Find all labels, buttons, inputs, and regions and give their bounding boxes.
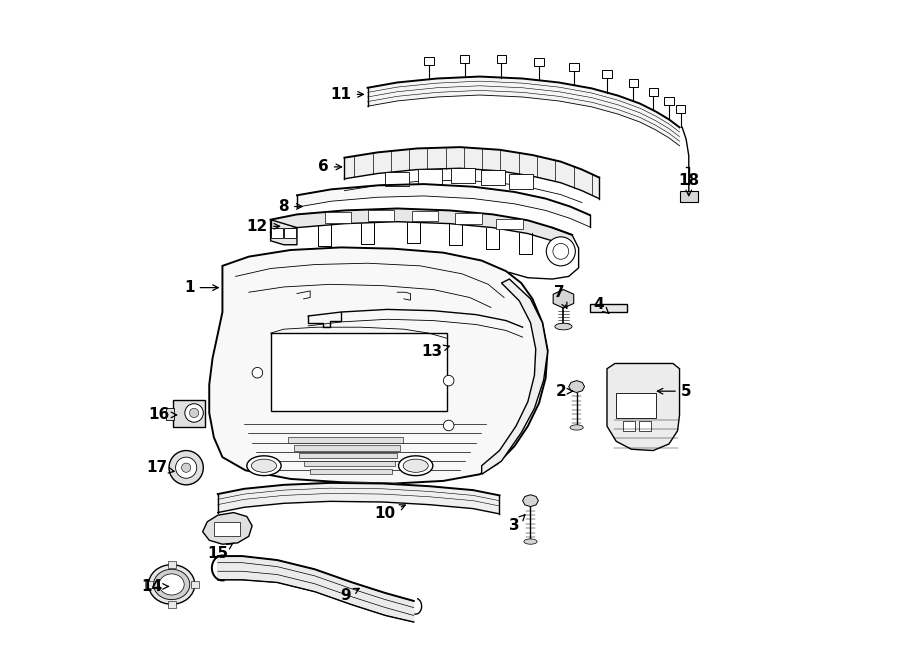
Bar [509, 175, 533, 189]
Text: 2: 2 [555, 383, 572, 399]
Text: 9: 9 [340, 588, 359, 603]
Polygon shape [482, 279, 547, 475]
Text: 14: 14 [141, 579, 168, 594]
Bar [299, 453, 397, 459]
Bar [310, 469, 392, 475]
Ellipse shape [251, 459, 276, 473]
Bar [304, 461, 394, 467]
Bar [367, 210, 394, 221]
Text: 11: 11 [330, 87, 364, 102]
Circle shape [252, 368, 263, 378]
Bar [284, 227, 296, 238]
Text: 8: 8 [278, 199, 302, 214]
Polygon shape [202, 512, 252, 544]
Bar [623, 421, 634, 431]
Bar [535, 58, 544, 66]
Bar [166, 408, 175, 420]
Polygon shape [218, 483, 500, 514]
Polygon shape [308, 309, 523, 337]
Bar [664, 97, 673, 105]
Bar [214, 522, 240, 536]
Bar [455, 214, 482, 224]
Bar [649, 88, 658, 96]
Bar [497, 55, 506, 63]
Bar [288, 438, 402, 443]
Circle shape [444, 375, 454, 386]
Bar [167, 601, 176, 607]
Bar [191, 581, 199, 588]
Bar [676, 105, 686, 113]
Bar [629, 79, 638, 87]
Bar [385, 172, 410, 186]
Polygon shape [523, 494, 538, 506]
Text: 18: 18 [679, 173, 699, 196]
Text: 16: 16 [148, 407, 176, 422]
Text: 3: 3 [509, 515, 525, 533]
Circle shape [182, 463, 191, 473]
Circle shape [553, 243, 569, 259]
Polygon shape [345, 147, 599, 198]
Bar [570, 63, 579, 71]
Bar [424, 57, 434, 65]
Polygon shape [271, 208, 572, 248]
Bar [411, 211, 438, 221]
Polygon shape [218, 556, 414, 622]
Polygon shape [209, 247, 547, 484]
Ellipse shape [570, 425, 583, 430]
Polygon shape [569, 381, 585, 393]
Circle shape [176, 457, 197, 479]
Bar [145, 581, 152, 588]
Ellipse shape [555, 323, 572, 330]
Ellipse shape [159, 574, 184, 595]
Text: 1: 1 [184, 280, 219, 295]
Bar [602, 70, 612, 78]
Bar [293, 446, 400, 451]
Bar [173, 400, 204, 428]
Text: 7: 7 [554, 285, 567, 308]
Bar [271, 227, 284, 238]
Text: 15: 15 [207, 543, 233, 561]
Bar [167, 561, 176, 568]
Circle shape [169, 451, 203, 485]
Polygon shape [607, 364, 680, 451]
Text: 4: 4 [593, 297, 608, 313]
Circle shape [444, 420, 454, 431]
Text: 17: 17 [146, 460, 175, 475]
Polygon shape [271, 219, 297, 245]
Text: 10: 10 [374, 505, 405, 522]
Ellipse shape [247, 456, 281, 476]
Bar [496, 219, 523, 229]
Ellipse shape [154, 569, 190, 600]
Ellipse shape [403, 459, 428, 473]
Circle shape [190, 408, 199, 418]
Bar [418, 169, 442, 184]
Polygon shape [554, 290, 573, 308]
Text: 5: 5 [657, 383, 691, 399]
Text: 13: 13 [421, 344, 449, 359]
Text: 6: 6 [318, 159, 342, 175]
Bar [460, 55, 469, 63]
Bar [271, 333, 447, 411]
Bar [481, 171, 505, 185]
Bar [639, 421, 651, 431]
Bar [451, 169, 475, 183]
Ellipse shape [399, 456, 433, 476]
Polygon shape [367, 77, 680, 146]
Circle shape [184, 404, 203, 422]
Polygon shape [590, 304, 626, 312]
Bar [325, 212, 351, 223]
Ellipse shape [524, 539, 537, 544]
Text: 12: 12 [247, 219, 280, 234]
Polygon shape [297, 184, 590, 227]
Ellipse shape [148, 564, 194, 604]
Circle shape [546, 237, 575, 266]
Bar [616, 393, 656, 418]
Bar [680, 191, 698, 202]
